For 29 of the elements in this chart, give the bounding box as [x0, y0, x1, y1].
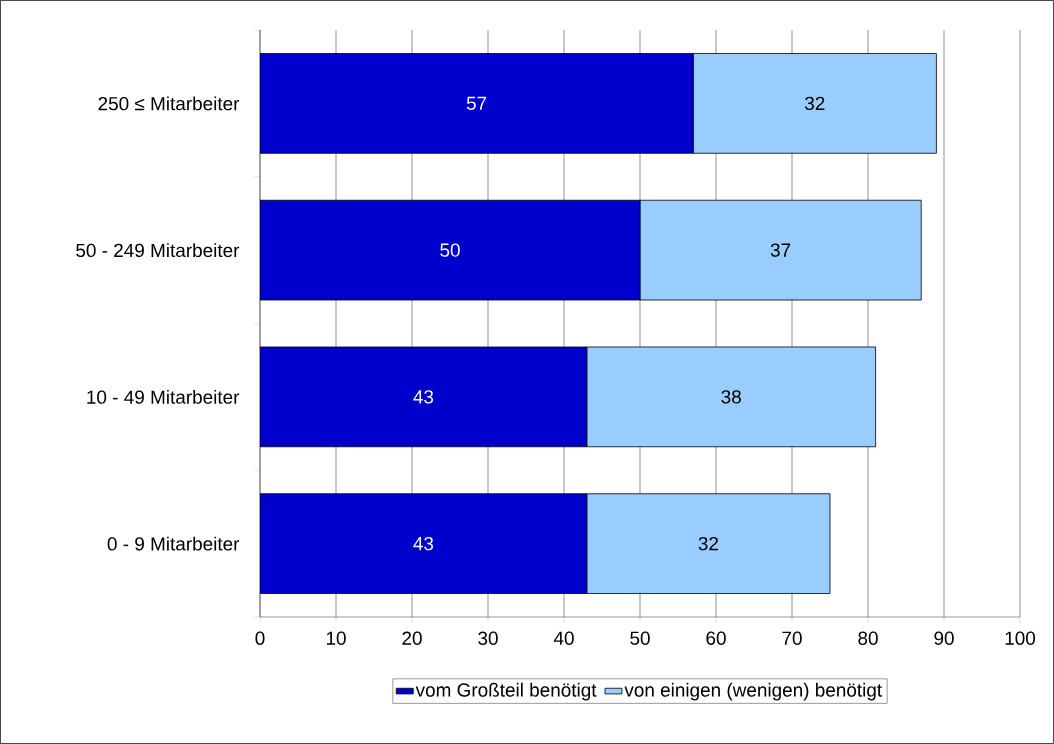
data-label: 37	[770, 243, 791, 257]
x-tick-label: 70	[782, 631, 802, 645]
x-tick-label: 60	[706, 631, 726, 645]
x-tick-label: 0	[255, 631, 265, 645]
data-label: 32	[805, 96, 825, 111]
y-tick-label: 250 ≤ Mitarbeiter	[98, 96, 240, 111]
x-tick-label: 40	[553, 631, 574, 645]
bar	[260, 199, 641, 301]
legend-label: vom Großteil benötigt	[415, 682, 597, 701]
x-tick-label: 30	[478, 631, 498, 645]
bar	[260, 53, 694, 154]
x-tick-label: 20	[402, 631, 422, 645]
data-label: 32	[698, 536, 718, 551]
x-tick-label: 10	[326, 631, 346, 645]
x-tick-label: 80	[858, 631, 878, 645]
data-label: 43	[413, 390, 434, 404]
data-label: 57	[466, 96, 487, 110]
data-label: 50	[440, 243, 460, 257]
x-tick-label: 100	[1005, 631, 1036, 645]
legend-label: von einigen (wenigen) benötigt	[624, 682, 882, 701]
y-tick-label: 50 - 249 Mitarbeiter	[76, 243, 240, 258]
bar	[260, 346, 588, 448]
data-label: 43	[413, 536, 434, 551]
data-label: 38	[721, 390, 741, 404]
x-tick-label: 50	[630, 631, 650, 645]
y-tick-label: 10 - 49 Mitarbeiter	[87, 389, 240, 404]
x-tick-label: 90	[934, 631, 954, 645]
y-tick-label: 0 - 9 Mitarbeiter	[107, 536, 240, 551]
bar	[260, 493, 588, 594]
